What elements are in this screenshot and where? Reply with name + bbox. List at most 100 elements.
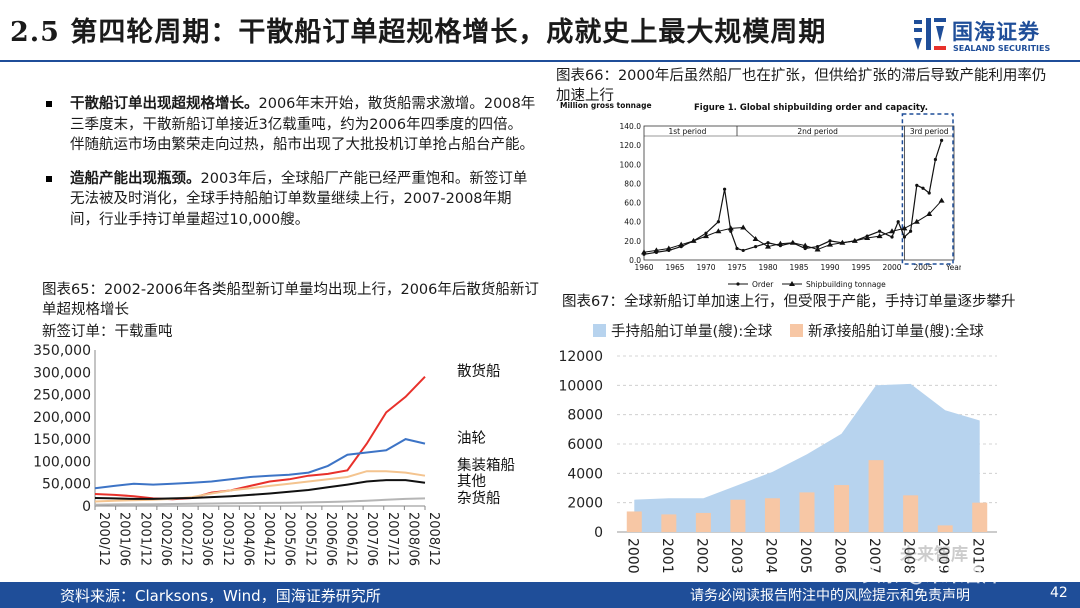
fig66-caption: 图表66：2000年后虽然船厂也在扩张，但供给扩张的滞后导致产能利用率仍加速上行 — [556, 68, 1047, 104]
order-point — [909, 229, 913, 233]
x-tick-label: 1990 — [820, 263, 839, 272]
tonnage-point — [889, 228, 895, 234]
title-divider — [0, 60, 1080, 62]
plot-frame — [643, 125, 955, 261]
holding-orders-area — [634, 383, 980, 532]
tonnage-point — [641, 249, 647, 255]
y-tick-label: 120.0 — [620, 141, 642, 150]
logo-mark-icon — [914, 18, 946, 50]
x-tick-label: 2008/06 — [405, 512, 420, 566]
company-logo: 国海证券 SEALAND SECURITIES — [912, 16, 1072, 58]
y-tick-label: 250,000 — [33, 388, 91, 404]
bullet-heading: 造船产能出现瓶颈。 — [70, 170, 201, 187]
tonnage-point — [715, 228, 722, 234]
y-tick-label: 100,000 — [33, 454, 91, 470]
y-tick-label: 60.0 — [624, 199, 641, 208]
new-orders-bar — [903, 495, 919, 532]
x-tick-label: 2006/06 — [323, 512, 338, 566]
y-tick-label: 12000 — [558, 349, 603, 365]
tonnage-point — [777, 240, 784, 246]
order-point — [803, 246, 807, 251]
order-point — [890, 235, 894, 239]
y-tick-label: 0 — [82, 499, 91, 515]
y-tick-label: 200,000 — [33, 410, 91, 426]
x-tick-label: 2007 — [866, 538, 882, 574]
legend-tonnage-label: Shipbuilding tonnage — [806, 280, 886, 289]
order-point — [723, 187, 727, 191]
x-tick-label: 1975 — [727, 263, 746, 272]
y-tick-label: 2000 — [567, 496, 603, 512]
new-orders-bar — [972, 502, 988, 532]
x-tick-label: 2003/12 — [220, 512, 235, 566]
tonnage-point — [653, 247, 660, 253]
legend-holding-label: 手持船舶订单量(艘):全球 — [611, 322, 773, 340]
bullet-list: 干散船订单出现超规格增长。2006年末开始，散货船需求激增。2008年三季度末，… — [46, 94, 536, 243]
y-axis-title: Million gross tonnage — [560, 101, 652, 110]
new-orders-bar — [868, 460, 884, 532]
x-tick-label: 2000/12 — [96, 512, 111, 566]
x-tick-label: 2000 — [882, 263, 901, 272]
legend-tonnage-marker — [789, 281, 795, 286]
order-point — [921, 186, 925, 190]
new-orders-bar — [834, 485, 850, 532]
y-tick-label: 4000 — [567, 466, 603, 482]
order-point — [878, 229, 882, 233]
period-label: 1st period — [668, 127, 706, 136]
y-tick-label: 100.0 — [620, 160, 642, 169]
order-point — [896, 220, 900, 224]
tonnage-point — [678, 241, 685, 247]
x-tick-label: 2008 — [901, 538, 917, 574]
section-number: 2.5 — [10, 17, 60, 48]
tonnage-point — [839, 239, 846, 245]
y-tick-label: 50,000 — [42, 477, 91, 493]
tonnage-point — [901, 225, 908, 231]
series-label: 散货船 — [457, 363, 501, 380]
chart-new-orders-by-type: 0 50,000 100,000 150,000 200,000 250,000 300,0… — [33, 343, 515, 566]
watermark-top: 未来智库 — [900, 545, 968, 565]
y-tick-label: 6000 — [567, 437, 603, 453]
x-tick-label: 2004 — [762, 538, 778, 574]
x-tick-label: 2004/12 — [261, 512, 276, 566]
order-point — [754, 245, 758, 249]
legend-neworder-swatch — [790, 324, 803, 337]
y-tick-label: 8000 — [567, 408, 603, 424]
bullet-item: 造船产能出现瓶颈。2003年后，全球船厂产能已经严重饱和。新签订单无法被及时消化… — [46, 169, 536, 231]
legend-order-marker — [736, 282, 740, 286]
page-number: 42 — [1050, 585, 1068, 601]
order-point — [735, 246, 739, 251]
legend-neworder-label: 新承接船舶订单量(艘):全球 — [808, 322, 984, 340]
x-tick-label: 1995 — [851, 263, 870, 272]
tonnage-point — [938, 197, 945, 203]
y-tick-label: 80.0 — [624, 179, 641, 188]
tonnage-point — [802, 242, 809, 248]
order-point — [766, 241, 770, 245]
x-tick-label: 2001/12 — [137, 512, 152, 566]
new-orders-bar — [799, 492, 815, 532]
new-orders-bar — [730, 499, 746, 532]
tonnage-point — [703, 233, 709, 239]
bullet-text: 2006年末开始，散货船需求激增。2008年三季度末，干散新船订单接近3亿载重吨… — [70, 96, 536, 153]
bullet-square-icon — [46, 175, 52, 182]
x-tick-label: 2002/06 — [158, 512, 173, 566]
x-tick-label: 2005 — [797, 538, 813, 574]
x-tick-label: 2001/06 — [117, 512, 132, 566]
series-line — [94, 497, 426, 506]
x-tick-label: 2001 — [659, 538, 675, 574]
series-line — [94, 479, 426, 500]
x-tick-label: 2003 — [728, 538, 744, 574]
footer-disclaimer: 请务必阅读报告附注中的风险提示和免责声明 — [690, 588, 970, 604]
x-tick-label: 2010 — [970, 538, 986, 574]
x-tick-label: 2007/06 — [364, 512, 379, 566]
chart-holding-orders: 手持船舶订单量(艘):全球 新承接船舶订单量(艘):全球 0 2000 4000 6000… — [558, 322, 997, 574]
third-period-highlight — [901, 113, 954, 265]
y-tick-label: 0.0 — [629, 256, 641, 265]
fig65-caption: 图表65：2002-2006年各类船型新订单量均出现上行，2006年后散货船新订… — [42, 282, 539, 318]
y-tick-label: 350,000 — [33, 343, 91, 359]
tonnage-point — [851, 237, 858, 243]
tonnage-point — [864, 234, 871, 240]
x-tick-label: 2002/12 — [179, 512, 194, 566]
x-tick-label: 2007/12 — [385, 512, 400, 566]
tonnage-point — [765, 243, 771, 249]
x-tick-label: 1980 — [758, 263, 777, 272]
x-tick-label: 2006 — [832, 538, 848, 574]
